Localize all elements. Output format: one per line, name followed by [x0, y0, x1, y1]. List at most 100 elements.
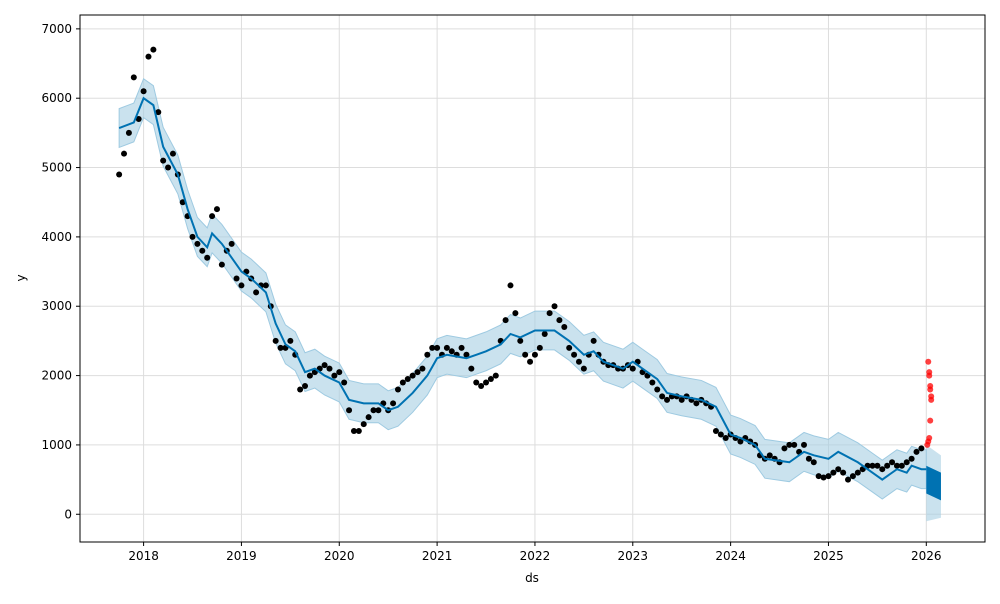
- x-tick-label: 2022: [520, 549, 551, 563]
- test-point: [927, 386, 934, 393]
- actual-point: [429, 344, 436, 351]
- actual-point: [629, 365, 636, 372]
- actual-point: [443, 344, 450, 351]
- actual-point: [341, 379, 348, 386]
- actual-point: [360, 421, 367, 428]
- actual-point: [399, 379, 406, 386]
- actual-point: [517, 337, 524, 344]
- actual-point: [717, 431, 724, 438]
- actual-point: [199, 247, 206, 254]
- actual-point: [404, 376, 411, 383]
- actual-point: [125, 129, 132, 136]
- x-axis-label: ds: [525, 571, 539, 585]
- actual-point: [189, 233, 196, 240]
- actual-point: [209, 213, 216, 220]
- actual-point: [238, 282, 245, 289]
- y-tick-label: 3000: [41, 299, 72, 313]
- y-tick-label: 0: [64, 507, 72, 521]
- actual-point: [507, 282, 514, 289]
- actual-point: [160, 157, 167, 164]
- x-tick-label: 2023: [618, 549, 649, 563]
- actual-point: [121, 150, 128, 157]
- actual-point: [879, 466, 886, 473]
- actual-point: [918, 445, 925, 452]
- y-tick-label: 2000: [41, 369, 72, 383]
- actual-point: [884, 462, 891, 469]
- actual-point: [409, 372, 416, 379]
- actual-point: [169, 150, 176, 157]
- actual-point: [820, 474, 827, 481]
- actual-point: [522, 351, 529, 358]
- actual-point: [492, 372, 499, 379]
- actual-point: [478, 382, 485, 389]
- actual-point: [908, 455, 915, 462]
- actual-point: [546, 310, 553, 317]
- x-tick-label: 2021: [422, 549, 453, 563]
- plot-frame: [79, 14, 986, 543]
- actual-point: [805, 455, 812, 462]
- actual-point: [830, 469, 837, 476]
- actual-point: [693, 400, 700, 407]
- actual-point: [845, 476, 852, 483]
- actual-point: [370, 407, 377, 414]
- actual-point: [414, 369, 421, 376]
- actual-point: [654, 386, 661, 393]
- actual-point: [781, 445, 788, 452]
- x-tick-label: 2018: [128, 549, 159, 563]
- actual-point: [874, 462, 881, 469]
- y-tick-label: 7000: [41, 22, 72, 36]
- test-point: [924, 441, 931, 448]
- actual-point: [903, 459, 910, 466]
- actual-point: [448, 348, 455, 355]
- test-point: [926, 372, 933, 379]
- actual-point: [566, 344, 573, 351]
- actual-point: [262, 282, 269, 289]
- actual-point: [297, 386, 304, 393]
- future-yhat-range: [926, 465, 941, 501]
- actual-point: [527, 358, 534, 365]
- test-point: [925, 358, 932, 365]
- actual-point: [213, 206, 220, 213]
- actual-point: [502, 317, 509, 324]
- actual-point: [145, 53, 152, 60]
- actual-point: [536, 344, 543, 351]
- actual-point: [365, 414, 372, 421]
- grid: [80, 15, 985, 542]
- actual-point: [463, 351, 470, 358]
- actual-point: [869, 462, 876, 469]
- actual-point: [473, 379, 480, 386]
- actual-point: [659, 393, 666, 400]
- actual-point: [419, 365, 426, 372]
- actual-point: [913, 448, 920, 455]
- actual-point: [194, 240, 201, 247]
- actual-point: [468, 365, 475, 372]
- actual-point: [889, 459, 896, 466]
- actual-point: [825, 473, 832, 480]
- actual-point: [561, 324, 568, 331]
- actual-point: [140, 88, 147, 95]
- actual-point: [512, 310, 519, 317]
- actual-point: [350, 428, 357, 435]
- uncertainty-band: [118, 78, 941, 522]
- actual-point: [346, 407, 353, 414]
- x-tick-label: 2026: [911, 549, 942, 563]
- actual-point: [390, 400, 397, 407]
- x-tick-label: 2025: [813, 549, 844, 563]
- actual-point: [228, 240, 235, 247]
- test-point: [927, 417, 934, 424]
- x-tick-label: 2024: [715, 549, 746, 563]
- actual-point: [306, 372, 313, 379]
- actual-point: [551, 303, 558, 310]
- actual-point: [835, 466, 842, 473]
- actual-point: [272, 337, 279, 344]
- actual-point: [135, 116, 142, 123]
- actual-point: [678, 396, 685, 403]
- test-points: [924, 358, 935, 448]
- actual-point: [253, 289, 260, 296]
- actual-point: [321, 362, 328, 369]
- actual-point: [116, 171, 123, 178]
- actual-point: [287, 337, 294, 344]
- forecast-line: [118, 96, 941, 501]
- actual-point: [815, 473, 822, 480]
